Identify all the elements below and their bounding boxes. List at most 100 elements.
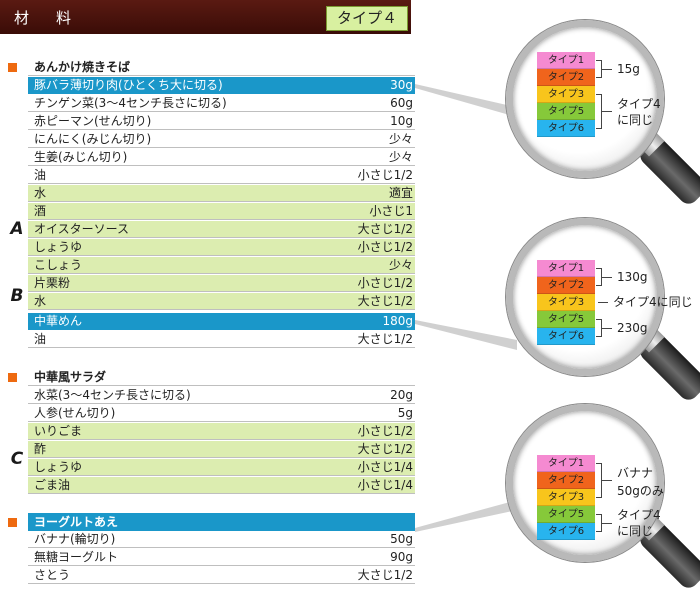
lens1-label: タイプ4 (617, 97, 661, 111)
ingredient-amount: 10g (390, 114, 413, 128)
ingredient-amount: 小さじ1/2 (357, 168, 413, 182)
ingredient-name: 水菜(3〜4センチ長さに切る) (34, 388, 191, 402)
ingredient-name: オイスターソース (34, 222, 130, 236)
callout-wedge-3 (415, 500, 517, 532)
type-box: タイプ2 (537, 277, 595, 294)
ingredient-row: 水菜(3〜4センチ長さに切る) 20g (28, 387, 415, 404)
ingredient-name: 豚バラ薄切り肉(ひとくち大に切る) (34, 78, 223, 92)
ingredient-row: 油 大さじ1/2 (28, 331, 415, 348)
ingredient-name: 油 (34, 332, 47, 346)
ingredient-name: バナナ(輪切り) (34, 532, 116, 546)
ingredient-amount: 大さじ1/2 (357, 332, 413, 346)
ingredient-row: 豚バラ薄切り肉(ひとくち大に切る) 30g (28, 77, 415, 94)
ingredient-row: オイスターソース 大さじ1/2 (28, 221, 415, 238)
ingredient-row: しょうゆ 小さじ1/4 (28, 459, 415, 476)
section-header-bar: 材 料 タイプ４ (0, 0, 411, 34)
ingredient-row: 油 小さじ1/2 (28, 167, 415, 184)
group-label-a: A (10, 219, 24, 239)
ingredient-amount: 50g (390, 532, 413, 546)
connector (598, 302, 608, 303)
ingredient-amount: 30g (390, 78, 413, 92)
callout-lines (415, 84, 520, 532)
lens1-label: に同じ (617, 113, 654, 127)
type-box: タイプ1 (537, 455, 595, 472)
ingredient-name: 無糖ヨーグルト (34, 550, 119, 564)
bracket (596, 319, 602, 337)
lens1-label: 15g (617, 62, 640, 76)
bracket (596, 94, 602, 129)
lens3-label: 50gのみ (617, 484, 664, 498)
bullet-icon (8, 63, 17, 72)
ingredient-name: 油 (34, 168, 47, 182)
ingredient-row: 中華めん 180g (28, 313, 415, 330)
type-box: タイプ1 (537, 52, 595, 69)
ingredient-name: 生姜(みじん切り) (34, 150, 128, 164)
connector (602, 328, 612, 329)
type-box: タイプ5 (537, 506, 595, 523)
ingredient-amount: 180g (382, 314, 413, 328)
ingredient-row: しょうゆ 小さじ1/2 (28, 239, 415, 256)
section-title-text: ヨーグルトあえ (34, 515, 119, 529)
section-title-salad: 中華風サラダ (28, 368, 415, 386)
ingredient-amount: 大さじ1/2 (357, 442, 413, 456)
type-box: タイプ2 (537, 69, 595, 86)
ingredient-row: 片栗粉 小さじ1/2 (28, 275, 415, 292)
bracket (596, 60, 602, 78)
ingredient-amount: 小さじ1/4 (357, 478, 413, 492)
lens2-label: 230g (617, 321, 648, 335)
ingredient-amount: 小さじ1 (369, 204, 413, 218)
ingredient-row: 生姜(みじん切り) 少々 (28, 149, 415, 166)
ingredient-row: 酢 大さじ1/2 (28, 441, 415, 458)
ingredient-name: 赤ピーマン(せん切り) (34, 114, 152, 128)
ingredient-name: 酢 (34, 442, 47, 456)
connector (602, 523, 612, 524)
ingredient-amount: 小さじ1/2 (357, 276, 413, 290)
type-box: タイプ3 (537, 489, 595, 506)
type-box: タイプ2 (537, 472, 595, 489)
bracket (596, 514, 602, 532)
connector (602, 69, 612, 70)
group-label-b: B (10, 286, 24, 306)
ingredient-amount: 大さじ1/2 (357, 294, 413, 308)
ingredient-name: しょうゆ (34, 460, 83, 474)
group-label-c: C (10, 449, 24, 469)
ingredient-row: ごま油 小さじ1/4 (28, 477, 415, 494)
bullet-icon (8, 373, 17, 382)
ingredient-amount: 20g (390, 388, 413, 402)
callout-wedge-1 (415, 84, 520, 118)
ingredient-name: いりごま (34, 424, 83, 438)
ingredient-name: 中華めん (34, 314, 83, 328)
ingredient-amount: 小さじ1/2 (357, 424, 413, 438)
type-box: タイプ6 (537, 120, 595, 137)
ingredient-amount: 小さじ1/2 (357, 240, 413, 254)
ingredient-row: こしょう 少々 (28, 257, 415, 274)
type-box: タイプ3 (537, 86, 595, 103)
ingredient-name: しょうゆ (34, 240, 83, 254)
section-title-text: あんかけ焼きそば (34, 60, 131, 74)
ingredient-name: 水 (34, 186, 47, 200)
ingredient-amount: 適宜 (388, 186, 413, 200)
type-box: タイプ5 (537, 311, 595, 328)
ingredient-amount: 小さじ1/4 (357, 460, 413, 474)
ingredient-name: 酒 (34, 204, 47, 218)
type-box: タイプ6 (537, 523, 595, 540)
ingredient-row: 無糖ヨーグルト 90g (28, 549, 415, 566)
type-box: タイプ1 (537, 260, 595, 277)
ingredient-name: 片栗粉 (34, 276, 71, 290)
ingredient-name: にんにく(みじん切り) (34, 132, 152, 146)
ingredient-amount: 少々 (388, 258, 413, 272)
bracket (596, 268, 602, 286)
bullet-icon (8, 518, 17, 527)
ingredient-name: 人参(せん切り) (34, 406, 116, 420)
bracket (596, 463, 602, 498)
lens3-label: に同じ (617, 524, 654, 538)
ingredient-name: チンゲン菜(3〜4センチ長さに切る) (34, 96, 227, 110)
ingredient-name: ごま油 (34, 478, 71, 492)
ingredient-row: にんにく(みじん切り) 少々 (28, 131, 415, 148)
ingredient-amount: 大さじ1/2 (357, 568, 413, 582)
connector (602, 111, 612, 112)
ingredient-row: 赤ピーマン(せん切り) 10g (28, 113, 415, 130)
ingredient-row: いりごま 小さじ1/2 (28, 423, 415, 440)
ingredient-row: 人参(せん切り) 5g (28, 405, 415, 422)
connector (602, 277, 612, 278)
